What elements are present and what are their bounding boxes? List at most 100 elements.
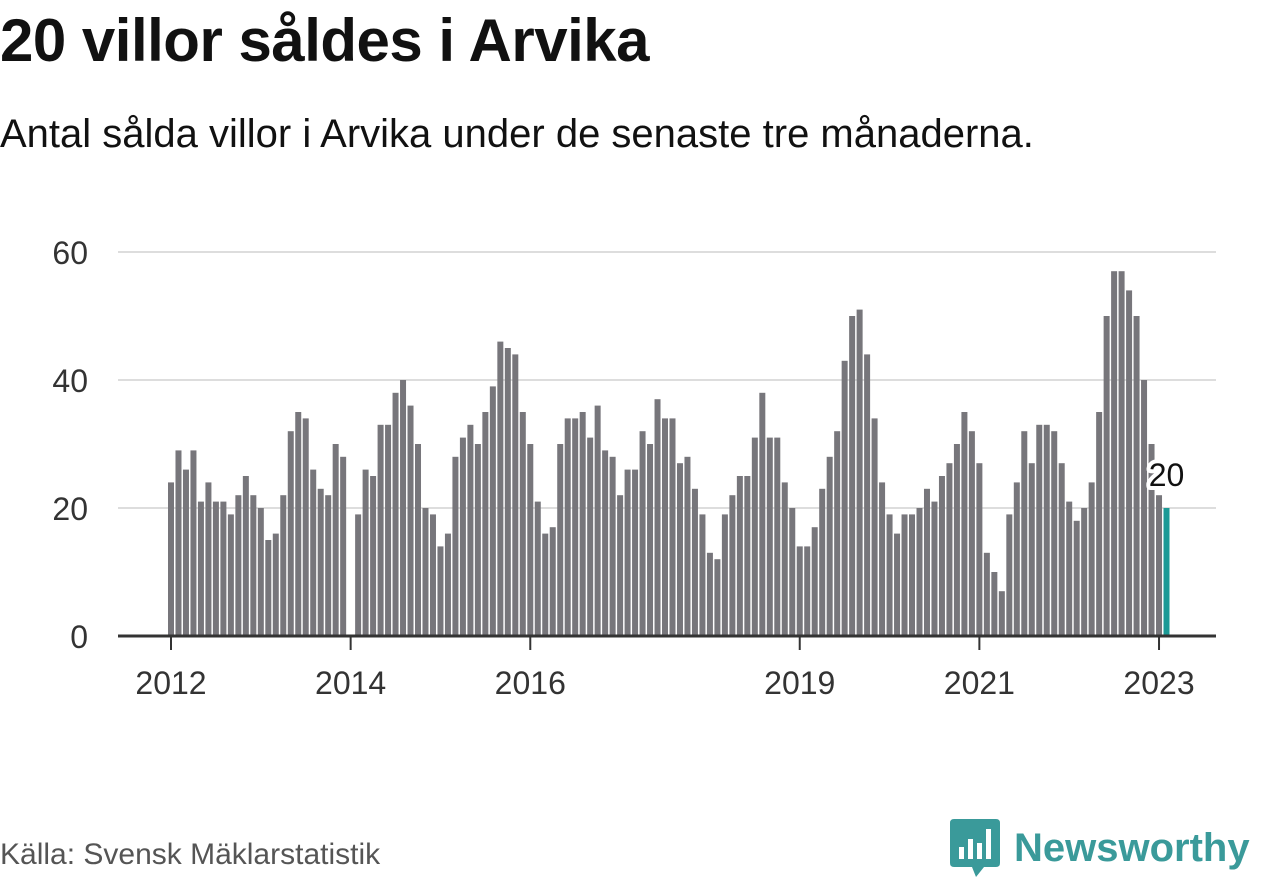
bar: [1073, 520, 1080, 636]
bar: [205, 482, 212, 636]
bar: [317, 488, 324, 636]
bar: [407, 405, 414, 636]
bar: [1051, 431, 1058, 636]
y-tick-label: 20: [52, 491, 88, 527]
bar: [662, 418, 669, 636]
bar: [617, 495, 624, 636]
y-tick-label: 60: [52, 235, 88, 271]
bar: [856, 309, 863, 636]
bar: [1141, 380, 1148, 636]
bar: [691, 488, 698, 636]
bar: [182, 469, 189, 636]
y-tick-label: 0: [70, 619, 88, 655]
bar: [759, 392, 766, 636]
bar: [340, 456, 347, 636]
bar: [422, 508, 429, 636]
bar: [1036, 424, 1043, 636]
bar: [976, 463, 983, 636]
bar: [826, 456, 833, 636]
data-label: 20: [1149, 457, 1185, 493]
bar: [1081, 508, 1088, 636]
bar: [639, 431, 646, 636]
bar: [781, 482, 788, 636]
bar: [871, 418, 878, 636]
bar: [894, 533, 901, 636]
bar: [766, 437, 773, 636]
bar: [684, 456, 691, 636]
bar: [632, 469, 639, 636]
bar: [197, 501, 204, 636]
x-tick-label: 2012: [135, 665, 206, 701]
bar: [272, 533, 279, 636]
bar: [474, 444, 481, 636]
bar: [168, 482, 174, 636]
bar: [257, 508, 264, 636]
bar: [377, 424, 384, 636]
bar: [489, 386, 496, 636]
bar: [744, 476, 751, 636]
bar: [1088, 482, 1095, 636]
x-tick-label: 2019: [764, 665, 835, 701]
bar: [512, 354, 519, 636]
bar: [429, 514, 436, 636]
bar: [1148, 444, 1155, 636]
bar: [504, 348, 511, 636]
bar: [811, 527, 818, 636]
bar: [983, 552, 990, 636]
bar: [250, 495, 257, 636]
bar: [669, 418, 676, 636]
bar: [190, 450, 197, 636]
bar: [542, 533, 549, 636]
bar: [1066, 501, 1073, 636]
bar: [938, 476, 945, 636]
bar: [415, 444, 422, 636]
bar: [1058, 463, 1065, 636]
bar: [572, 418, 579, 636]
bar: [527, 444, 534, 636]
bar: [729, 495, 736, 636]
bar: [1126, 290, 1133, 636]
y-tick-label: 40: [52, 363, 88, 399]
bar: [849, 316, 856, 636]
x-tick-label: 2023: [1123, 665, 1194, 701]
bar: [706, 552, 713, 636]
bar: [968, 431, 975, 636]
bar: [841, 360, 848, 636]
bar: [1133, 316, 1140, 636]
bar: [579, 412, 586, 636]
bar: [497, 341, 504, 636]
bar: [1013, 482, 1020, 636]
x-tick-label: 2021: [944, 665, 1015, 701]
bar: [212, 501, 219, 636]
bar: [834, 431, 841, 636]
bar: [946, 463, 953, 636]
bar: [220, 501, 227, 636]
chart-subtitle: Antal sålda villor i Arvika under de sen…: [0, 112, 1034, 156]
newsworthy-logo-icon: [950, 819, 1000, 877]
brand-name: Newsworthy: [1014, 825, 1250, 870]
bar: [459, 437, 466, 636]
bar: [287, 431, 294, 636]
bar: [1006, 514, 1013, 636]
bar: [482, 412, 489, 636]
bar: [736, 476, 743, 636]
bar: [609, 456, 616, 636]
chart-title: 20 villor såldes i Arvika: [0, 7, 650, 74]
source-note: Källa: Svensk Mäklarstatistik: [0, 838, 381, 871]
bar: [721, 514, 728, 636]
bar: [564, 418, 571, 636]
brand-logo: Newsworthy: [950, 818, 1250, 878]
bar: [519, 412, 526, 636]
bar: [534, 501, 541, 636]
bar: [242, 476, 249, 636]
bar: [452, 456, 459, 636]
bar: [923, 488, 930, 636]
bar: [280, 495, 287, 636]
bar: [325, 495, 332, 636]
bar: [804, 546, 811, 636]
bar: [647, 444, 654, 636]
bar: [594, 405, 601, 636]
bar: [302, 418, 309, 636]
x-tick-label: 2016: [495, 665, 566, 701]
